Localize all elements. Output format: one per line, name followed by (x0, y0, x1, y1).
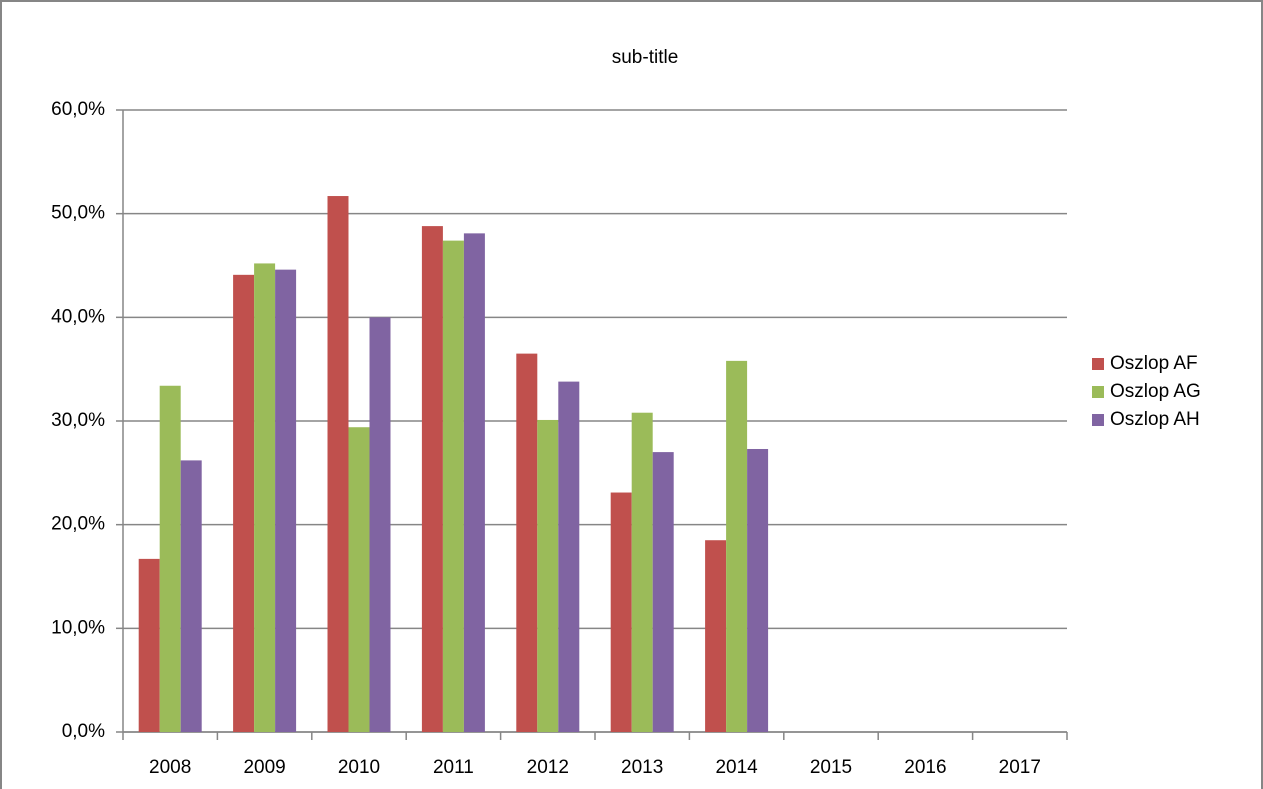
bar (747, 448, 769, 732)
bar (233, 274, 255, 732)
bar (631, 412, 653, 732)
legend-label: Oszlop AH (1110, 409, 1200, 430)
bar (705, 540, 727, 732)
y-tick-label: 20,0% (51, 514, 105, 535)
y-tick-label: 10,0% (51, 617, 105, 638)
y-tick-label: 60,0% (51, 99, 105, 120)
legend-swatch (1092, 414, 1104, 426)
x-tick-label: 2012 (527, 757, 569, 778)
legend-swatch (1092, 358, 1104, 370)
bar (348, 427, 370, 732)
y-tick-label: 40,0% (51, 306, 105, 327)
bar (442, 240, 464, 732)
y-tick-label: 30,0% (51, 410, 105, 431)
chart-title: sub-title (612, 47, 679, 68)
x-tick-label: 2014 (715, 757, 758, 778)
x-tick-label: 2017 (999, 757, 1041, 778)
x-tick-label: 2008 (149, 757, 191, 778)
x-tick-label: 2010 (338, 757, 380, 778)
legend-swatch (1092, 386, 1104, 398)
y-tick-label: 50,0% (51, 203, 105, 224)
x-tick-label: 2013 (621, 757, 663, 778)
bar (159, 385, 181, 732)
bar (558, 381, 580, 732)
bar (652, 452, 674, 732)
bar (463, 233, 485, 732)
bar (275, 269, 297, 732)
bar (180, 460, 202, 732)
x-tick-label: 2009 (243, 757, 285, 778)
x-tick-label: 2015 (810, 757, 852, 778)
legend-label: Oszlop AG (1110, 381, 1201, 402)
bar (138, 558, 160, 732)
bar (254, 263, 276, 732)
x-tick-label: 2011 (433, 757, 474, 778)
bar (369, 317, 391, 732)
bar (537, 419, 559, 732)
y-tick-label: 0,0% (62, 721, 105, 742)
x-tick-label: 2016 (904, 757, 946, 778)
bar (726, 360, 748, 732)
bar (421, 226, 443, 732)
legend-label: Oszlop AF (1110, 353, 1198, 374)
bar (327, 196, 349, 732)
bar (516, 353, 538, 732)
bar (610, 492, 632, 732)
